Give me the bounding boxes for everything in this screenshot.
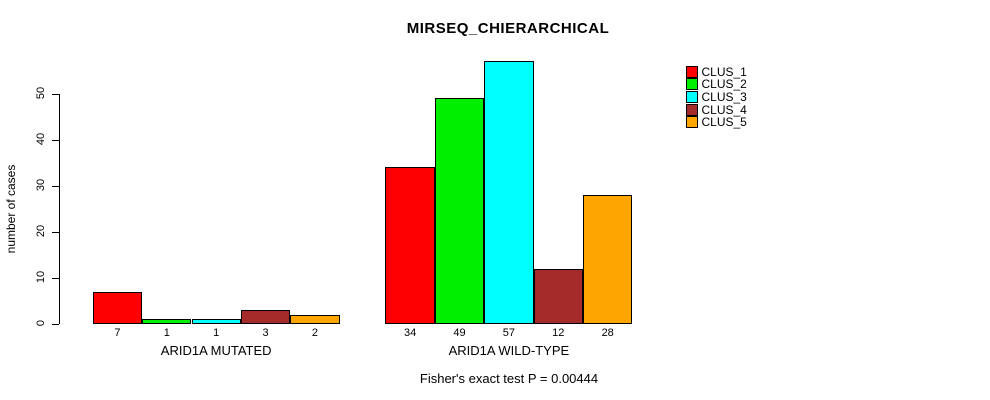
y-axis-tick [52, 324, 59, 325]
bar-clus_4 [533, 268, 583, 324]
bar-clus_4 [240, 310, 291, 324]
y-axis-tick-label: 30 [35, 178, 47, 191]
bar-value-label: 7 [114, 327, 121, 339]
chart-title: MIRSEQ_CHIERARCHICAL [406, 20, 610, 37]
bar-value-label: 57 [502, 327, 515, 339]
bar-clus_1 [385, 167, 435, 324]
bar-clus_2 [142, 319, 192, 324]
legend-swatch-clus_2 [685, 78, 698, 91]
fisher-test-caption: Fisher's exact test P = 0.00444 [419, 371, 599, 386]
bar-clus_3 [484, 61, 534, 324]
legend-label-clus_1: CLUS_1 [701, 64, 747, 79]
bar-value-label: 2 [311, 327, 319, 339]
legend-swatch-clus_3 [685, 90, 698, 103]
y-axis-tick-label: 0 [35, 319, 47, 327]
bar-clus_3 [191, 319, 241, 324]
bar-clus_2 [434, 98, 485, 324]
x-axis-group-label: ARID1A MUTATED [160, 343, 272, 358]
legend-swatch-clus_5 [685, 116, 698, 129]
legend-label-clus_4: CLUS_4 [701, 102, 747, 117]
y-axis-tick [52, 139, 59, 141]
y-axis-tick-label: 40 [35, 132, 47, 145]
y-axis-tick [52, 231, 59, 233]
bar-clus_1 [92, 291, 143, 324]
bar-value-label: 1 [163, 327, 170, 339]
legend-label-clus_2: CLUS_2 [701, 77, 747, 92]
y-axis-line [59, 93, 60, 324]
legend-label-clus_5: CLUS_5 [701, 115, 747, 130]
y-axis-tick-label: 10 [35, 270, 47, 284]
bar-value-label: 28 [601, 327, 614, 339]
bar-value-label: 34 [403, 327, 417, 339]
y-axis-label: number of cases [4, 164, 18, 254]
x-axis-group-label: ARID1A WILD-TYPE [448, 343, 570, 358]
y-axis-tick-label: 20 [35, 224, 47, 237]
y-axis-tick [52, 93, 59, 95]
bar-clus_5 [290, 314, 340, 324]
legend-swatch-clus_4 [685, 103, 698, 116]
legend-swatch-clus_1 [685, 65, 698, 78]
y-axis-tick-label: 50 [35, 86, 47, 99]
bar-clus_5 [583, 194, 633, 324]
bar-value-label: 12 [552, 327, 565, 339]
bar-value-label: 49 [453, 327, 466, 339]
bar-value-label: 1 [213, 327, 220, 339]
legend-label-clus_3: CLUS_3 [701, 89, 747, 104]
y-axis-tick [52, 277, 59, 279]
y-axis-tick [52, 185, 59, 187]
bar-value-label: 3 [262, 327, 269, 339]
